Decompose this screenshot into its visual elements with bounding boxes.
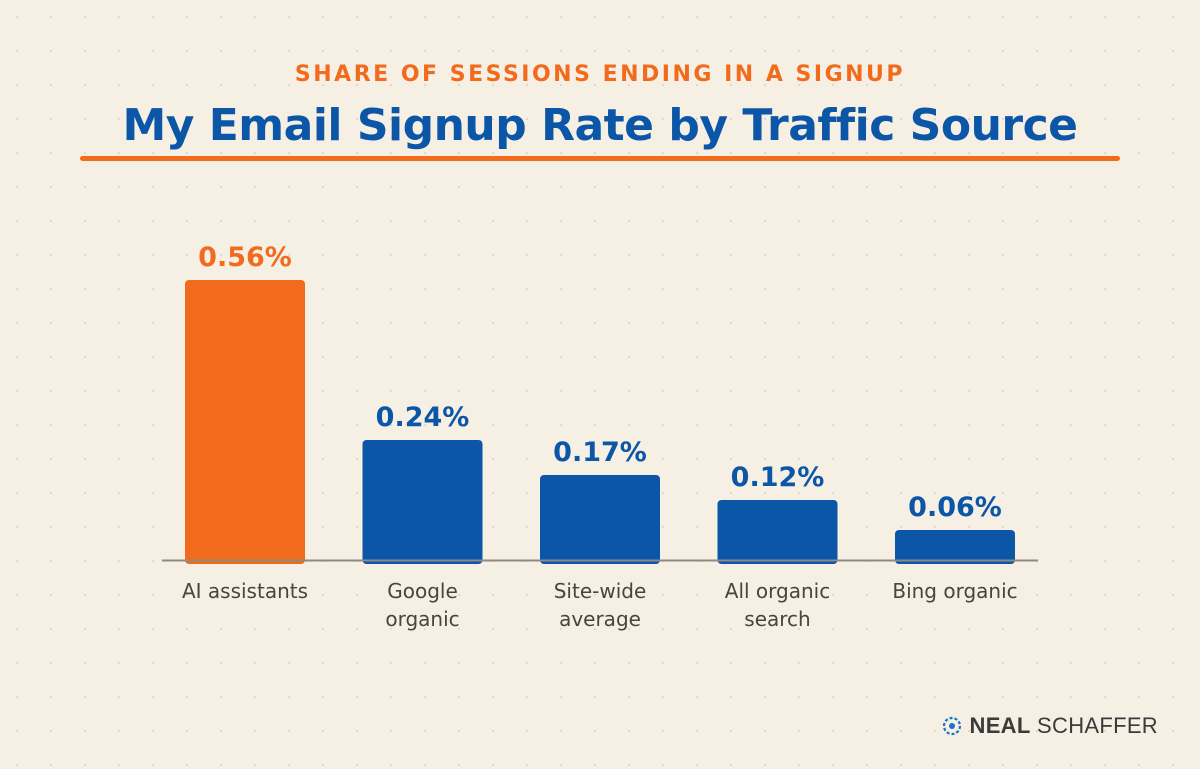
brand-name-regular: SCHAFFER	[1037, 713, 1158, 738]
data-label-0: 0.56%	[198, 242, 292, 273]
bar-3	[717, 500, 838, 564]
category-label-3: All organic search	[725, 579, 830, 631]
neal-schaffer-logo-icon	[942, 716, 961, 736]
category-label-0: AI assistants	[182, 579, 308, 603]
bar-0	[185, 280, 305, 564]
brand-logo: NEAL SCHAFFER	[940, 713, 1158, 739]
brand-name-bold: NEAL	[969, 713, 1031, 738]
chart-title: My Email Signup Rate by Traffic Source	[122, 100, 1078, 151]
chart-subtitle: SHARE OF SESSIONS ENDING IN A SIGNUP	[294, 62, 906, 87]
data-label-3: 0.12%	[731, 462, 825, 493]
data-label-1: 0.24%	[376, 402, 470, 433]
data-label-4: 0.06%	[908, 492, 1002, 523]
data-label-2: 0.17%	[553, 437, 647, 468]
bar-4	[895, 530, 1015, 564]
bar-2	[540, 475, 660, 564]
category-label-4: Bing organic	[892, 579, 1017, 603]
category-label-1: Google organic	[385, 579, 459, 631]
bar-1	[362, 440, 483, 564]
brand-name: NEAL SCHAFFER	[970, 713, 1158, 739]
title-underline	[80, 156, 1120, 161]
category-label-2: Site-wide average	[554, 579, 647, 631]
